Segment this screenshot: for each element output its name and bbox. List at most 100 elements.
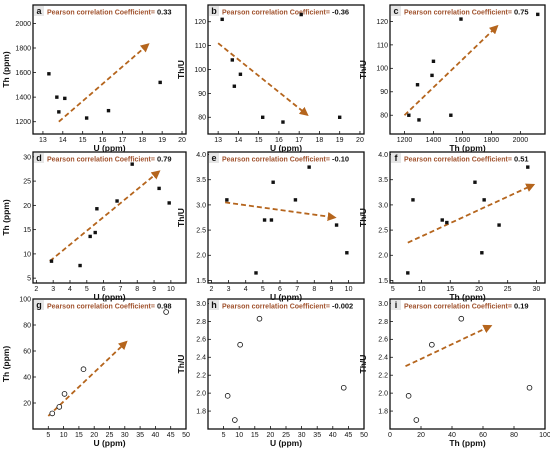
- y-tick-label: 3.0: [196, 301, 206, 308]
- panel-letter: e: [211, 153, 216, 163]
- data-point: [307, 165, 311, 169]
- x-tick-label: 25: [282, 432, 290, 439]
- data-point: [256, 315, 263, 322]
- y-axis-label: Th (ppm): [1, 51, 11, 88]
- pearson-value: 0.33: [157, 8, 172, 17]
- x-tick-label: 9: [152, 286, 156, 293]
- pearson-value: 0.98: [157, 302, 172, 311]
- data-point: [413, 417, 420, 423]
- plot-frame: [389, 298, 546, 430]
- data-point: [130, 162, 134, 166]
- x-tick-label: 10: [345, 286, 353, 293]
- pearson-label: Pearson correlation Coefficient=: [47, 10, 155, 17]
- data-point: [406, 271, 410, 275]
- data-point: [80, 366, 87, 373]
- panel-letter: b: [211, 6, 217, 16]
- y-axis-label: Th (ppm): [1, 346, 11, 383]
- y-tick-label: 4.0: [196, 152, 206, 159]
- x-tick-label: 3: [51, 286, 55, 293]
- x-tick-label: 40: [152, 432, 160, 439]
- x-tick-label: 5: [261, 286, 265, 293]
- data-point: [254, 271, 258, 275]
- y-tick-label: 40: [23, 374, 31, 381]
- data-point: [340, 384, 347, 391]
- y-tick-label: 120: [194, 19, 206, 26]
- panel-letter: i: [395, 300, 398, 310]
- pearson-label: Pearson correlation Coefficient=: [404, 304, 512, 311]
- y-tick-label: 20: [23, 203, 31, 210]
- y-tick-label: 2.6: [378, 337, 388, 344]
- data-point: [49, 259, 54, 263]
- data-point: [430, 73, 434, 78]
- x-axis-label: U (ppm): [93, 438, 125, 448]
- data-point: [261, 115, 265, 119]
- x-tick-label: 25: [504, 286, 512, 293]
- x-axis-label: Th (ppm): [449, 143, 486, 153]
- x-axis-label: U (ppm): [270, 292, 302, 302]
- data-point: [238, 72, 243, 76]
- data-point: [95, 207, 99, 211]
- x-tick-label: 13: [39, 137, 47, 144]
- y-tick-label: 110: [195, 43, 206, 50]
- y-tick-label: 1200: [15, 119, 31, 126]
- panel-letter: h: [211, 300, 217, 310]
- plot-frame: [207, 151, 365, 284]
- data-point: [449, 113, 453, 117]
- x-tick-label: 19: [336, 137, 344, 144]
- panel-letter: d: [36, 153, 42, 163]
- y-axis-label: Th/U: [176, 355, 186, 374]
- trend-arrow: [49, 170, 161, 262]
- y-tick-label: 2.4: [196, 355, 206, 362]
- y-tick-label: 3.0: [378, 301, 388, 308]
- chart-panel-i: 0 20 40 60 80 100 1.8 2.0 2.2 2.4 2.6 2.8 3.0 Th (ppm…: [358, 298, 550, 448]
- plot-frame: [207, 298, 365, 430]
- data-point: [55, 95, 59, 99]
- x-axis-label: U (ppm): [93, 292, 125, 302]
- chart-panel-c: 1200 1400 1600 1800 2000 80 90 100 110 120 Th (ppm…: [358, 4, 546, 153]
- y-tick-label: 25: [23, 179, 31, 186]
- data-point: [497, 223, 501, 227]
- x-tick-label: 18: [316, 137, 324, 144]
- data-point: [224, 393, 231, 399]
- x-tick-label: 20: [90, 432, 98, 439]
- x-tick-label: 20: [356, 137, 364, 144]
- y-tick-label: 5: [27, 276, 31, 283]
- trend-arrow: [225, 201, 337, 221]
- panel-letter-box: [391, 6, 401, 16]
- chart-panel-h: 5 10 15 20 25 30 35 40 45 50 1.8 2.0 2.2 2.4 2.6 2.8 3.0…: [176, 298, 368, 448]
- data-point: [337, 115, 342, 119]
- data-point: [334, 223, 339, 227]
- data-point: [473, 180, 477, 184]
- plot-frame: [32, 151, 187, 284]
- x-tick-label: 20: [178, 137, 186, 144]
- pearson-coefficient: Pearson correlation Coefficient= 0.33: [47, 8, 172, 17]
- x-axis-label: Th (ppm): [449, 292, 486, 302]
- x-tick-label: 17: [295, 137, 303, 144]
- trend-arrow: [403, 24, 499, 116]
- y-tick-label: 2.6: [196, 337, 206, 344]
- data-point: [93, 230, 97, 235]
- pearson-value: 0.79: [157, 155, 172, 164]
- data-point: [232, 84, 237, 88]
- x-tick-label: 10: [167, 286, 175, 293]
- x-axis-label: U (ppm): [270, 143, 302, 153]
- y-tick-label: 1.8: [378, 408, 388, 415]
- data-point: [237, 341, 243, 348]
- data-point: [163, 309, 169, 315]
- trend-arrow: [217, 42, 309, 117]
- data-point: [220, 17, 224, 22]
- data-point: [480, 251, 484, 255]
- y-tick-label: 2.5: [196, 227, 206, 234]
- x-tick-label: 5: [46, 432, 50, 439]
- x-tick-label: 35: [313, 432, 321, 439]
- pearson-label: Pearson correlation Coefficient=: [222, 157, 330, 164]
- y-tick-label: 60: [23, 348, 31, 355]
- trend-arrow: [405, 324, 493, 368]
- data-point: [78, 263, 82, 268]
- panel-letter-box: [209, 153, 219, 163]
- data-point: [167, 201, 171, 205]
- pearson-coefficient: Pearson correlation Coefficient= 0.79: [47, 155, 172, 164]
- y-axis-label: Th/U: [176, 60, 186, 79]
- x-tick-label: 7: [295, 286, 299, 293]
- panel-letter-box: [34, 153, 44, 163]
